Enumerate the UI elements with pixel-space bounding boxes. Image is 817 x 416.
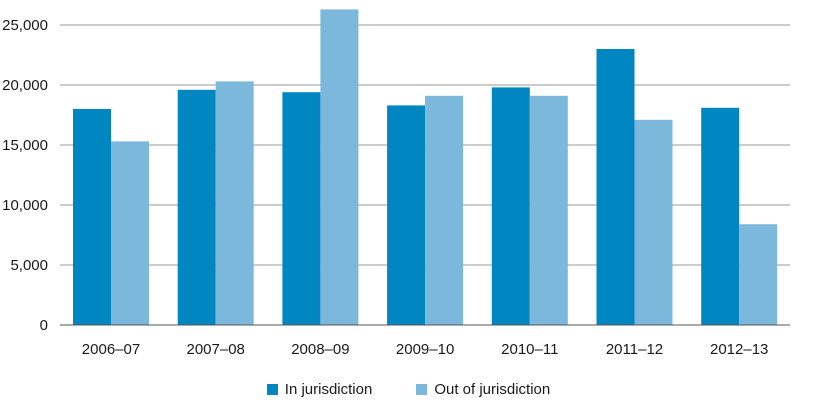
legend-label-in-jurisdiction: In jurisdiction xyxy=(284,380,373,398)
bar-in-jurisdiction xyxy=(387,105,426,326)
legend-swatch-in-jurisdiction xyxy=(266,383,278,395)
x-tick-label: 2006–07 xyxy=(82,341,140,358)
bar-in-jurisdiction xyxy=(491,87,530,326)
x-tick-label: 2008–09 xyxy=(291,341,349,358)
bar-out-of-jurisdiction xyxy=(634,119,673,325)
bar-in-jurisdiction xyxy=(701,107,740,325)
bar-in-jurisdiction xyxy=(177,89,216,325)
x-tick-label: 2011–12 xyxy=(606,341,663,358)
bar-in-jurisdiction xyxy=(596,49,635,325)
y-tick-label: 5,000 xyxy=(10,257,48,274)
y-tick-label: 20,000 xyxy=(2,77,48,94)
bar-out-of-jurisdiction xyxy=(111,141,149,325)
y-tick-label: 15,000 xyxy=(2,137,48,154)
legend-label-out-of-jurisdiction: Out of jurisdiction xyxy=(434,380,551,398)
bar-out-of-jurisdiction xyxy=(320,9,359,326)
bar-out-of-jurisdiction xyxy=(215,81,254,326)
legend: In jurisdiction Out of jurisdiction xyxy=(0,378,817,400)
x-tick-label: 2012–13 xyxy=(710,341,768,358)
y-tick-label: 10,000 xyxy=(2,197,48,214)
legend-item-out-of-jurisdiction: Out of jurisdiction xyxy=(416,381,550,398)
bar-out-of-jurisdiction xyxy=(425,95,464,325)
x-tick-label: 2010–11 xyxy=(501,341,558,358)
x-tick-label: 2007–08 xyxy=(186,341,244,358)
bar-out-of-jurisdiction xyxy=(529,95,568,325)
bar-in-jurisdiction xyxy=(282,92,321,325)
y-tick-label: 25,000 xyxy=(2,17,48,34)
legend-item-in-jurisdiction: In jurisdiction xyxy=(266,380,373,398)
x-tick-label: 2009–10 xyxy=(396,341,454,358)
bar-out-of-jurisdiction xyxy=(739,224,778,325)
y-tick-label: 0 xyxy=(40,317,48,334)
legend-swatch-out-of-jurisdiction xyxy=(416,383,428,395)
bar-in-jurisdiction xyxy=(73,109,111,325)
